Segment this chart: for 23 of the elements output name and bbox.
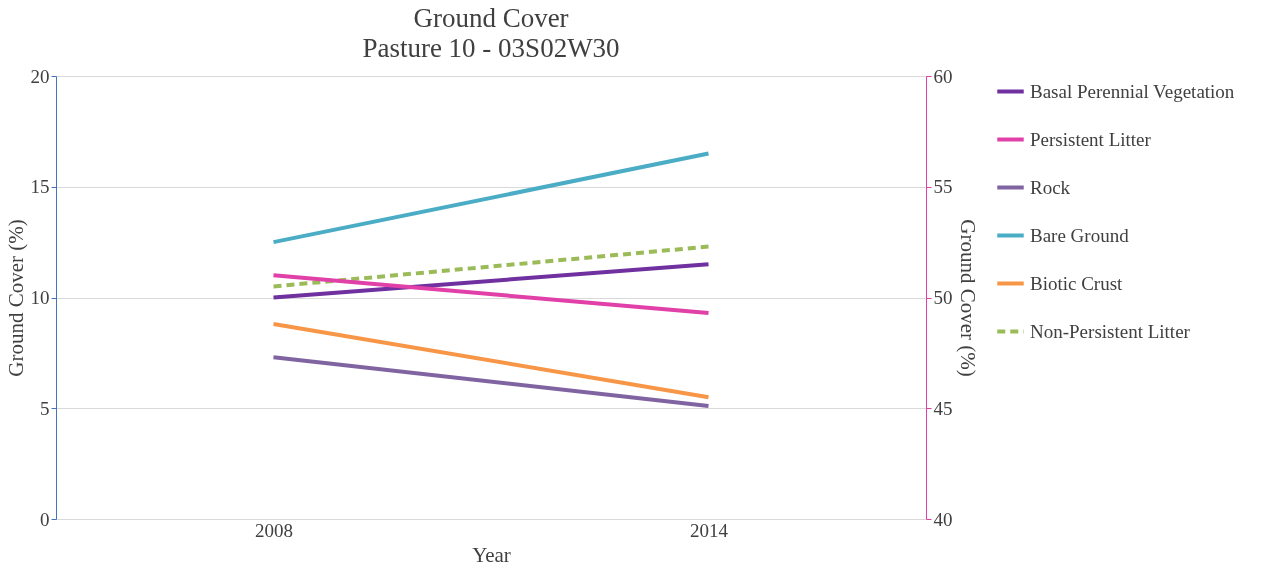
legend-label: Bare Ground xyxy=(1030,224,1130,246)
y2-tick-label: 50 xyxy=(933,287,953,308)
y-tick-label: 15 xyxy=(30,176,50,198)
x-axis-title: Year xyxy=(472,542,511,567)
chart-title: Ground Cover xyxy=(413,3,569,33)
y2-tick-label: 55 xyxy=(933,176,953,198)
legend-label: Non-Persistent Litter xyxy=(1030,320,1191,342)
x-tick-label: 2008 xyxy=(255,519,293,541)
y-tick-label: 5 xyxy=(40,397,50,419)
y-tick-label: 10 xyxy=(30,287,50,308)
y2-tick-label: 45 xyxy=(933,397,953,419)
y2-tick-label: 40 xyxy=(933,508,953,530)
y-tick-label: 0 xyxy=(40,508,50,530)
legend-label: Rock xyxy=(1030,176,1071,198)
legend-label: Persistent Litter xyxy=(1030,128,1152,150)
y2-tick-label: 60 xyxy=(933,65,953,87)
y-tick-label: 20 xyxy=(30,65,50,87)
y2-axis-title: Ground Cover (%) xyxy=(955,219,980,377)
legend-label: Basal Perennial Vegetation xyxy=(1030,80,1235,102)
chart-subtitle: Pasture 10 - 03S02W30 xyxy=(362,33,620,63)
y-axis-title: Ground Cover (%) xyxy=(3,219,28,377)
x-tick-label: 2014 xyxy=(690,519,729,541)
legend-label: Biotic Crust xyxy=(1030,272,1124,294)
